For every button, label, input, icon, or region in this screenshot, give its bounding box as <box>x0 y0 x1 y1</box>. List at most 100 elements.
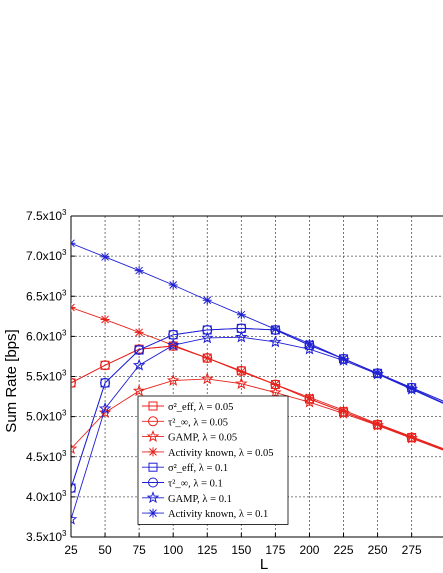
y-tick-exponent: 3 <box>62 409 67 418</box>
data-point <box>98 405 112 418</box>
data-point <box>100 315 110 325</box>
data-point <box>71 302 76 312</box>
data-point <box>236 310 246 320</box>
legend-entry: τ²_∞, λ = 0.05 <box>168 417 228 428</box>
x-tick-label: 50 <box>98 543 112 557</box>
data-point <box>373 368 383 378</box>
data-point <box>304 339 314 349</box>
y-tick-label: 7.0x10 <box>26 249 62 263</box>
legend-marker <box>148 477 158 488</box>
data-point <box>168 280 178 290</box>
legend-marker <box>146 491 160 504</box>
y-axis-ticks: 3.5x10 34.0x10 34.5x10 35.0x10 35.5x10 36.0x1… <box>26 208 75 544</box>
x-tick-label: 100 <box>163 543 183 557</box>
y-tick-label: 3.5x10 <box>26 530 62 544</box>
data-point <box>270 324 280 334</box>
y-tick-label: 6.5x10 <box>26 289 62 303</box>
legend-entry: Activity known, λ = 0.1 <box>168 509 268 520</box>
legend-box <box>137 395 289 525</box>
legend-marker <box>148 447 158 457</box>
legend-marker <box>148 416 158 427</box>
data-point <box>166 373 180 386</box>
data-point <box>373 419 383 429</box>
y-axis-label: Sum Rate [bps] <box>3 329 20 432</box>
x-tick-label: 175 <box>265 543 285 557</box>
data-point <box>100 377 111 388</box>
y-tick-exponent: 3 <box>62 449 67 458</box>
data-point <box>304 392 314 402</box>
y-tick-exponent: 3 <box>62 248 67 257</box>
y-tick-exponent: 3 <box>62 529 67 538</box>
data-point <box>235 377 248 390</box>
data-point <box>71 442 78 455</box>
data-point <box>339 354 349 364</box>
series-line <box>71 378 443 451</box>
y-tick-label: 4.0x10 <box>26 490 62 504</box>
x-axis-label: L <box>260 556 268 573</box>
data-point <box>202 353 212 363</box>
x-tick-label: 225 <box>334 543 354 557</box>
data-point <box>200 331 214 344</box>
legend-marker <box>146 429 160 442</box>
y-tick-exponent: 3 <box>62 489 67 498</box>
y-tick-exponent: 3 <box>62 288 67 297</box>
data-point <box>134 345 145 356</box>
data-point <box>71 377 76 388</box>
data-point <box>71 483 76 494</box>
y-tick-label: 5.0x10 <box>26 410 62 424</box>
data-point <box>100 252 110 262</box>
data-point <box>236 367 246 377</box>
y-tick-label: 7.5x10 <box>26 209 62 223</box>
x-tick-label: 250 <box>368 543 388 557</box>
data-point <box>71 238 76 248</box>
x-tick-label: 125 <box>197 543 217 557</box>
x-tick-label: 200 <box>299 543 319 557</box>
data-point <box>269 385 282 398</box>
y-tick-label: 5.5x10 <box>26 370 62 384</box>
y-tick-exponent: 3 <box>62 208 67 217</box>
data-point <box>235 330 248 343</box>
legend-marker <box>148 508 158 518</box>
series-line <box>71 336 443 520</box>
series-layer <box>71 238 443 525</box>
data-point <box>71 512 78 525</box>
data-point <box>132 358 146 371</box>
data-point <box>200 372 214 385</box>
series-line <box>71 242 443 403</box>
data-point <box>202 295 212 305</box>
y-tick-label: 6.0x10 <box>26 329 62 343</box>
data-point <box>166 338 180 351</box>
x-tick-label: 275 <box>402 543 422 557</box>
data-point <box>98 401 112 414</box>
data-point <box>269 335 282 348</box>
legend-entry: GAMP, λ = 0.1 <box>168 494 232 505</box>
data-point <box>132 384 146 397</box>
legend-marker <box>148 462 158 472</box>
y-tick-label: 4.5x10 <box>26 450 62 464</box>
x-tick-label: 75 <box>132 543 146 557</box>
legend-entry: σ²_eff, λ = 0.1 <box>168 463 228 474</box>
x-axis-ticks: 25 50 75 100 125 150 175 200 225 250 275 <box>64 533 422 557</box>
legend: σ²_eff, λ = 0.05 τ²_∞, λ = 0.05 GAMP, λ = … <box>137 395 289 525</box>
legend-marker <box>148 401 158 411</box>
data-point <box>134 327 144 337</box>
series-8 <box>71 238 443 403</box>
legend-entry: σ²_eff, λ = 0.05 <box>168 402 233 413</box>
data-point <box>339 405 349 415</box>
legend-entry: Activity known, λ = 0.05 <box>168 448 274 459</box>
y-tick-exponent: 3 <box>62 369 67 378</box>
data-point <box>407 384 417 394</box>
legend-entry: GAMP, λ = 0.05 <box>168 433 237 444</box>
data-point <box>202 324 213 335</box>
grid <box>71 216 443 537</box>
data-point <box>100 360 111 371</box>
legend-entry: τ²_∞, λ = 0.1 <box>168 479 223 490</box>
series-line <box>71 307 443 449</box>
data-point <box>270 380 280 390</box>
data-point <box>134 266 144 276</box>
data-point <box>303 342 316 355</box>
data-point <box>407 432 417 442</box>
x-tick-label: 25 <box>64 543 78 557</box>
y-tick-exponent: 3 <box>62 328 67 337</box>
